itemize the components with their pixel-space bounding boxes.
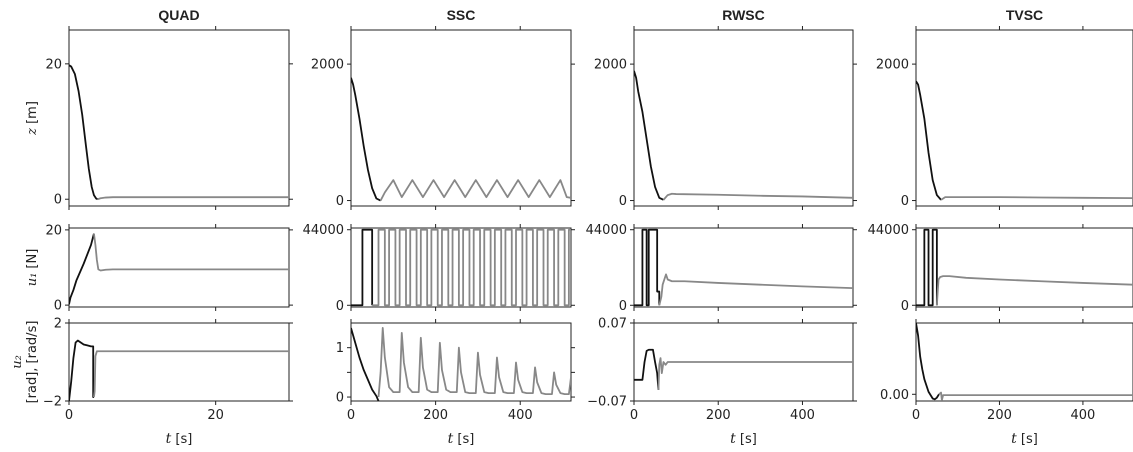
y-tick-label: 0 bbox=[54, 299, 62, 314]
series-line-phase1 bbox=[351, 77, 382, 202]
series-line-phase1 bbox=[916, 323, 940, 401]
x-axis-label: t [s] bbox=[448, 431, 475, 447]
series-line-phase2 bbox=[935, 275, 1133, 306]
series-line-phase2 bbox=[377, 327, 571, 398]
x-tick-label: 200 bbox=[987, 408, 1012, 423]
series-line-phase2 bbox=[938, 391, 1133, 401]
y-tick-label: 0.00 bbox=[880, 388, 909, 403]
x-tick-label: 0 bbox=[347, 408, 355, 423]
row-labels: z [m] u₁ [N] u₂ [rad], [rad/s] bbox=[10, 101, 40, 403]
y-tick-label: 0 bbox=[336, 391, 344, 406]
column-title: QUAD bbox=[158, 7, 199, 23]
y-tick-label: 44000 bbox=[303, 223, 344, 238]
panel-u2-ssc: 0 1 0 200 400 bbox=[336, 319, 575, 423]
series-line-phase1 bbox=[634, 348, 660, 390]
column-title: SSC bbox=[447, 7, 476, 23]
row-label: u₁ [N] bbox=[25, 249, 40, 287]
row-label: z [m] bbox=[25, 101, 40, 136]
series-line-phase2 bbox=[657, 357, 853, 390]
y-tick-label: 0 bbox=[619, 299, 627, 314]
panel-z-quad: 0 20 bbox=[45, 26, 293, 210]
y-tick-label: 20 bbox=[45, 223, 62, 238]
series-line-phase2 bbox=[658, 273, 853, 306]
y-tick-label: 20 bbox=[45, 57, 62, 72]
panel-u2-tvsc: 0.000 200 400 bbox=[880, 319, 1133, 423]
x-axis-label: t [s] bbox=[166, 431, 193, 447]
series-line-phase1 bbox=[69, 233, 95, 305]
y-tick-label: 2000 bbox=[311, 58, 344, 73]
column-titles: QUAD SSC RWSC TVSC bbox=[158, 7, 1043, 23]
panel-z-tvsc: 0 2000 bbox=[876, 26, 1133, 210]
axes-frame bbox=[915, 322, 1133, 402]
y-tick-label: 2 bbox=[54, 317, 62, 332]
x-tick-label: 0 bbox=[912, 408, 920, 423]
axes-frame bbox=[68, 29, 290, 207]
y-tick-label: 0 bbox=[336, 299, 344, 314]
panel-grid: 020020000200002000020044000044000044000−… bbox=[43, 26, 1133, 423]
x-axis-label: t [s] bbox=[1011, 431, 1038, 447]
y-tick-label: 0 bbox=[901, 299, 909, 314]
y-tick-label: −0.07 bbox=[587, 395, 627, 410]
x-axis-labels: t [s] t [s] t [s] t [s] bbox=[166, 431, 1038, 447]
series-line-phase2 bbox=[379, 179, 571, 201]
y-tick-label: 44000 bbox=[868, 223, 909, 238]
axes-frame bbox=[633, 29, 854, 207]
x-tick-label: 0 bbox=[65, 408, 73, 423]
series-line-phase1 bbox=[69, 64, 98, 201]
x-tick-label: 20 bbox=[207, 408, 224, 423]
y-tick-label: 0 bbox=[901, 194, 909, 209]
series-line-phase1 bbox=[69, 339, 95, 401]
series-line-phase2 bbox=[372, 228, 571, 307]
axes-frame bbox=[350, 227, 572, 308]
y-tick-label: 2000 bbox=[594, 58, 627, 73]
series-line-phase2 bbox=[97, 196, 289, 201]
row-label-unit: [rad], [rad/s] bbox=[25, 321, 40, 404]
y-tick-label: 2000 bbox=[876, 58, 909, 73]
y-tick-label: 0 bbox=[336, 194, 344, 209]
panel-z-rwsc: 0 2000 bbox=[594, 26, 857, 210]
x-tick-label: 0 bbox=[630, 408, 638, 423]
x-tick-label: 400 bbox=[790, 408, 815, 423]
axes-frame bbox=[350, 322, 572, 402]
panel-u1-rwsc: 0 44000 bbox=[586, 223, 857, 314]
series-line-phase1 bbox=[351, 327, 380, 401]
series-line-phase1 bbox=[916, 228, 938, 307]
x-tick-label: 400 bbox=[508, 408, 533, 423]
row-label-var: u₂ bbox=[10, 355, 25, 369]
y-tick-label: 0 bbox=[54, 193, 62, 208]
panel-u2-quad: −220 20 bbox=[43, 317, 293, 423]
y-tick-label: 1 bbox=[336, 341, 344, 356]
axes-frame bbox=[68, 322, 290, 402]
series-line-phase1 bbox=[916, 80, 942, 201]
series-line-phase2 bbox=[93, 350, 289, 398]
axes-frame bbox=[633, 227, 854, 308]
series-line-phase1 bbox=[634, 70, 664, 201]
x-tick-label: 200 bbox=[423, 408, 448, 423]
y-tick-label: 0.07 bbox=[598, 317, 627, 332]
series-line-phase2 bbox=[940, 196, 1133, 201]
x-tick-label: 200 bbox=[706, 408, 731, 423]
series-line-phase1 bbox=[351, 228, 374, 307]
column-title: RWSC bbox=[722, 7, 765, 23]
x-tick-label: 400 bbox=[1071, 408, 1096, 423]
panel-z-ssc: 0 2000 bbox=[311, 26, 575, 210]
x-axis-label: t [s] bbox=[730, 431, 757, 447]
panel-u1-ssc: 0 44000 bbox=[303, 223, 575, 314]
series-line-phase2 bbox=[662, 192, 853, 201]
axes-frame bbox=[68, 227, 290, 308]
panel-u1-tvsc: 0 44000 bbox=[868, 223, 1133, 314]
series-line-phase1 bbox=[634, 228, 661, 307]
y-tick-label: 0 bbox=[619, 194, 627, 209]
axes-frame bbox=[915, 29, 1133, 207]
y-tick-label: −2 bbox=[43, 395, 62, 410]
panel-u1-quad: 0 20 bbox=[45, 223, 293, 314]
axes-frame bbox=[915, 227, 1133, 308]
axes-frame bbox=[350, 29, 572, 207]
y-tick-label: 44000 bbox=[586, 223, 627, 238]
column-title: TVSC bbox=[1006, 7, 1043, 23]
panel-u2-rwsc: −0.07 0.07 0 200 400 bbox=[587, 317, 857, 423]
series-line-phase2 bbox=[93, 233, 289, 272]
